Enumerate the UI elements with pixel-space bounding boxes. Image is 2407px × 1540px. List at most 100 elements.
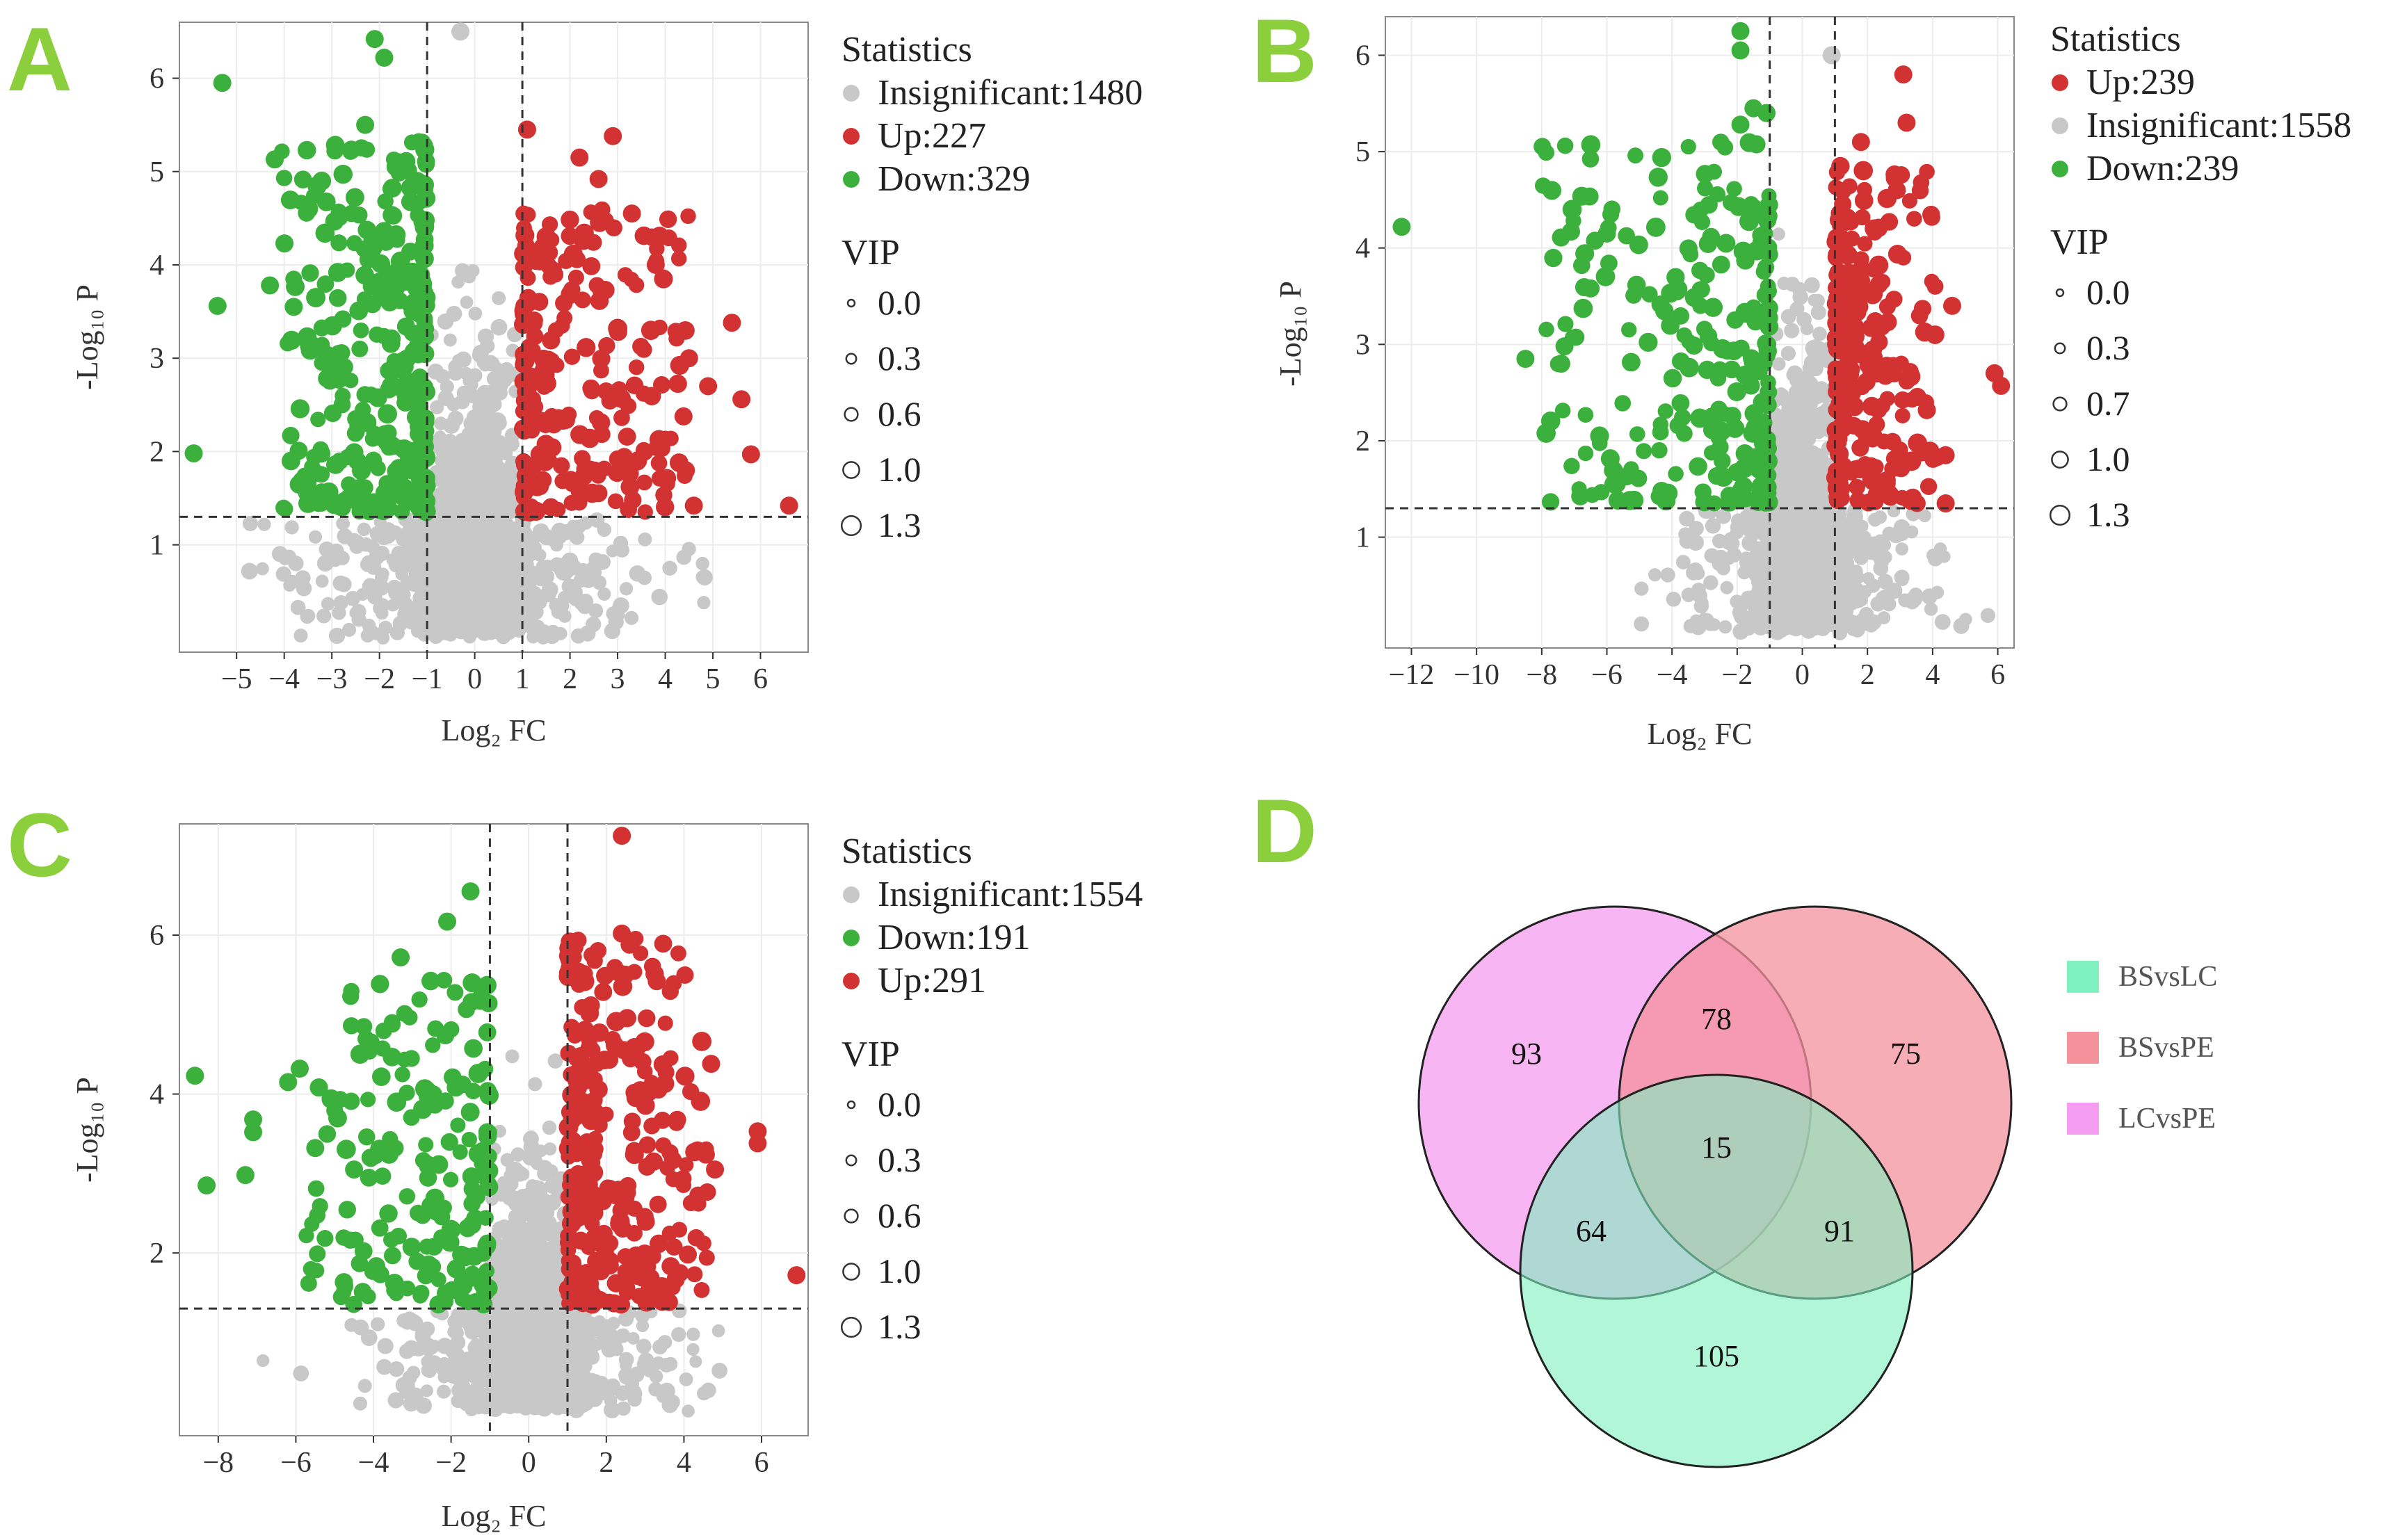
point-insignificant [1800, 553, 1814, 567]
point-up [653, 439, 670, 457]
point-insignificant [1716, 561, 1731, 576]
point-down [369, 326, 385, 343]
point-insignificant [696, 1386, 711, 1401]
point-insignificant [1770, 516, 1785, 531]
point-down [333, 164, 353, 184]
point-insignificant [449, 610, 463, 624]
point-insignificant [629, 565, 646, 582]
point-insignificant [541, 559, 554, 573]
point-up [570, 148, 589, 167]
legend-entry: Down:239 [2086, 149, 2239, 188]
point-down [343, 373, 359, 389]
point-up [1906, 211, 1922, 227]
point-down [1726, 181, 1742, 197]
point-up [592, 282, 609, 299]
point-down [1731, 22, 1750, 40]
point-insignificant [419, 584, 433, 597]
point-up [1879, 391, 1895, 407]
point-down [261, 276, 280, 295]
point-up [514, 419, 533, 439]
point-insignificant [450, 597, 465, 612]
point-insignificant [597, 587, 611, 601]
vip-size-swatch [2055, 288, 2065, 298]
vip-value: 1.3 [878, 505, 921, 544]
point-insignificant [498, 520, 511, 533]
point-up [1828, 266, 1846, 284]
point-insignificant [395, 549, 412, 565]
point-down [1639, 332, 1658, 352]
point-insignificant [1896, 573, 1909, 587]
point-insignificant [481, 523, 494, 536]
point-insignificant [686, 1327, 700, 1341]
point-down [1672, 307, 1690, 325]
point-up [554, 473, 571, 489]
point-insignificant [369, 549, 385, 565]
point-insignificant [454, 526, 471, 544]
point-down [1577, 407, 1594, 423]
threshold-lines [179, 22, 808, 652]
point-up [628, 359, 645, 375]
point-insignificant [1926, 549, 1940, 562]
point-up [517, 380, 537, 399]
point-up [590, 467, 606, 484]
point-down [1600, 254, 1618, 273]
point-down [1571, 481, 1587, 497]
point-down [298, 493, 318, 513]
point-up [622, 204, 641, 223]
point-insignificant [597, 522, 612, 537]
point-down [380, 362, 398, 380]
y-tick-label: 2 [150, 436, 164, 468]
point-insignificant [614, 542, 629, 558]
point-up [620, 477, 640, 496]
point-insignificant [1877, 574, 1893, 590]
point-down [1577, 445, 1594, 462]
point-up [1867, 485, 1885, 503]
point-insignificant [373, 579, 390, 596]
point-insignificant [406, 1365, 421, 1380]
point-down [1758, 430, 1776, 448]
point-down [1663, 368, 1682, 388]
point-insignificant [428, 558, 441, 571]
point-insignificant [1918, 509, 1931, 523]
point-up [561, 210, 579, 229]
point-insignificant [465, 617, 480, 632]
point-insignificant [376, 567, 389, 581]
point-insignificant [293, 629, 308, 643]
point-up [613, 410, 630, 426]
point-up [1870, 333, 1888, 351]
point-down [417, 190, 433, 206]
point-insignificant [1803, 355, 1820, 371]
point-up [723, 314, 741, 332]
point-up [1936, 494, 1955, 513]
point-insignificant [682, 1404, 695, 1418]
point-insignificant [336, 517, 351, 530]
point-up [1854, 191, 1874, 210]
x-tick-label: 4 [658, 663, 673, 695]
point-down [1679, 239, 1698, 258]
point-insignificant [460, 295, 474, 309]
point-down [1714, 467, 1734, 487]
point-down [284, 298, 303, 316]
point-insignificant [451, 275, 465, 289]
vip-value: 1.0 [2086, 439, 2130, 478]
point-down [1757, 104, 1776, 122]
panel-label-a: A [7, 8, 72, 110]
point-insignificant [1795, 583, 1810, 598]
point-insignificant [468, 561, 483, 576]
threshold-lines [1385, 17, 2014, 648]
point-insignificant [507, 537, 521, 551]
point-down [1629, 426, 1645, 442]
point-up [582, 379, 600, 397]
point-insignificant [427, 363, 444, 380]
point-down [1727, 382, 1746, 402]
point-insignificant [290, 599, 306, 615]
point-insignificant [1881, 597, 1897, 612]
legend: StatisticsUp:239Insignificant:1558Down:2… [2049, 19, 2351, 534]
point-down [1714, 452, 1731, 470]
point-down [355, 240, 373, 258]
point-insignificant [1778, 615, 1793, 631]
vip-size-swatch [845, 352, 858, 365]
point-down [1645, 217, 1666, 237]
point-insignificant [440, 622, 453, 635]
